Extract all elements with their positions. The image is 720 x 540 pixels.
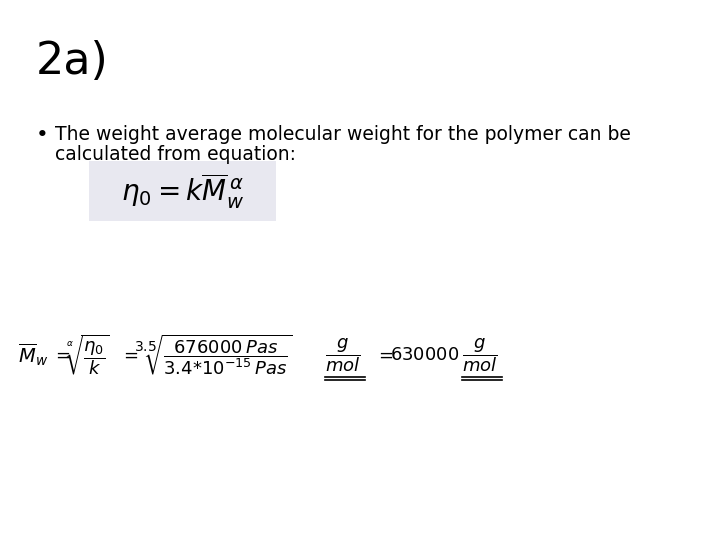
- Text: $630000$: $630000$: [390, 346, 459, 364]
- Text: The weight average molecular weight for the polymer can be: The weight average molecular weight for …: [55, 125, 631, 144]
- Text: $=$: $=$: [375, 346, 394, 364]
- Text: $\sqrt[\alpha]{\dfrac{\eta_0}{k}}$: $\sqrt[\alpha]{\dfrac{\eta_0}{k}}$: [65, 333, 109, 377]
- Text: •: •: [36, 125, 49, 145]
- Text: $=$: $=$: [120, 346, 139, 364]
- Text: $3.5$: $3.5$: [134, 340, 157, 354]
- Text: 2a): 2a): [36, 40, 109, 83]
- Text: $\sqrt{\dfrac{676000\,Pas}{3.4{*}10^{-15}\,Pas}}$: $\sqrt{\dfrac{676000\,Pas}{3.4{*}10^{-15…: [143, 333, 292, 377]
- Text: $\dfrac{g}{mol}$: $\dfrac{g}{mol}$: [462, 336, 498, 374]
- Text: $=$: $=$: [52, 346, 71, 364]
- Text: calculated from equation:: calculated from equation:: [55, 145, 296, 164]
- Text: $\eta_0 = k\overline{M}_w^{\,\alpha}$: $\eta_0 = k\overline{M}_w^{\,\alpha}$: [121, 171, 244, 211]
- Text: $\overline{M}_w$: $\overline{M}_w$: [18, 342, 48, 368]
- Text: $\dfrac{g}{mol}$: $\dfrac{g}{mol}$: [325, 336, 361, 374]
- FancyBboxPatch shape: [89, 161, 276, 221]
